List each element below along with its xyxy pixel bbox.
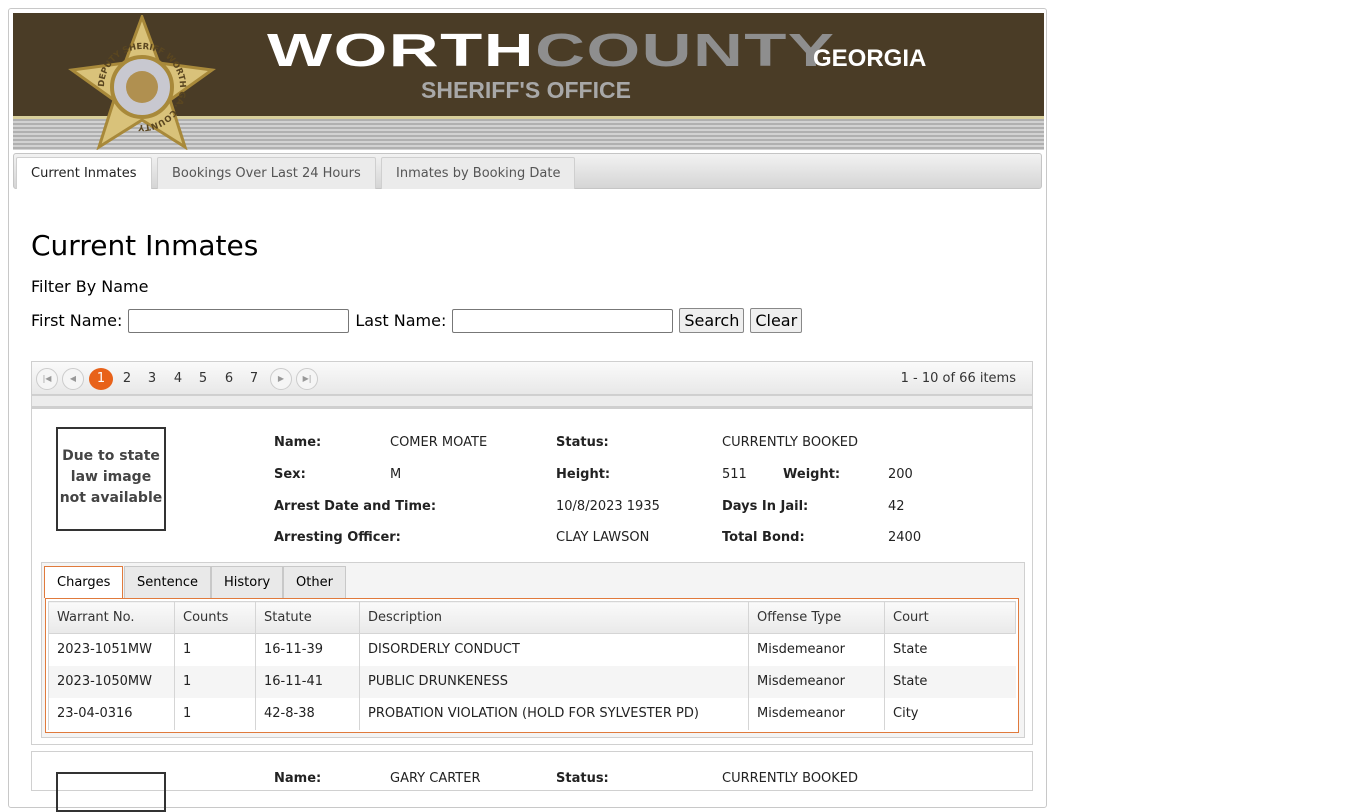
tab-charges[interactable]: Charges [44,566,124,598]
weight-label: Weight: [783,467,841,482]
clear-button[interactable]: Clear [750,308,803,333]
table-row: 23-04-0316 1 42-8-38 PROBATION VIOLATION… [48,697,1016,730]
filter-label: Filter By Name [31,277,149,296]
cell-description: PROBATION VIOLATION (HOLD FOR SYLVESTER … [359,697,749,730]
cell-counts: 1 [174,697,256,730]
status-value: CURRENTLY BOOKED [722,771,859,786]
page-6[interactable]: 6 [224,371,234,386]
cell-counts: 1 [174,665,256,698]
cell-statute: 42-8-38 [255,697,360,730]
cell-offense-type: Misdemeanor [748,665,885,698]
photo-placeholder [56,772,166,812]
cell-description: DISORDERLY CONDUCT [359,633,749,666]
tab-sentence[interactable]: Sentence [124,566,211,598]
page-7[interactable]: 7 [249,371,259,386]
col-warrant[interactable]: Warrant No. [48,601,175,634]
cell-warrant: 23-04-0316 [48,697,175,730]
cell-court: State [884,633,1016,666]
col-offense-type[interactable]: Offense Type [748,601,885,634]
inmate-record: Due to state law image not available Nam… [31,409,1033,745]
table-row: 2023-1050MW 1 16-11-41 PUBLIC DRUNKENESS… [48,665,1016,698]
col-counts[interactable]: Counts [174,601,256,634]
status-label: Status: [556,435,609,450]
pager: |◀ ◀ 1 2 3 4 5 6 7 ▶ ▶| 1 - 10 of 66 ite… [31,361,1033,395]
col-description[interactable]: Description [359,601,749,634]
logo-subtitle: SHERIFF'S OFFICE [421,77,631,103]
page-1[interactable]: 1 [89,368,113,390]
sex-value: M [390,467,402,482]
arrest-value: 10/8/2023 1935 [556,499,660,514]
charges-panel: Warrant No. Counts Statute Description O… [45,598,1019,733]
filter-form: First Name: Last Name: Search Clear [31,308,803,333]
page-2[interactable]: 2 [122,371,132,386]
tab-inmates-by-booking-date[interactable]: Inmates by Booking Date [381,157,576,189]
sex-label: Sex: [274,467,306,482]
tab-current-inmates[interactable]: Current Inmates [16,157,152,189]
cell-court: State [884,665,1016,698]
cell-warrant: 2023-1051MW [48,633,175,666]
name-label: Name: [274,771,322,786]
charges-table: Warrant No. Counts Statute Description O… [48,601,1016,730]
sheriff-badge-logo: DEPUTY SHERIFF WORTH GA. COUNTY [68,15,216,150]
prev-page-icon[interactable]: ◀ [62,368,84,390]
table-row: 2023-1051MW 1 16-11-39 DISORDERLY CONDUC… [48,633,1016,666]
height-value: 511 [722,467,747,482]
cell-offense-type: Misdemeanor [748,697,885,730]
first-name-label: First Name: [31,311,123,330]
table-header-row: Warrant No. Counts Statute Description O… [48,601,1016,634]
cell-warrant: 2023-1050MW [48,665,175,698]
last-name-input[interactable] [452,308,674,333]
cell-offense-type: Misdemeanor [748,633,885,666]
logo-title: WORTHCOUNTY [267,23,835,77]
search-button[interactable]: Search [679,308,745,333]
arrest-label: Arrest Date and Time: [274,499,437,514]
main-tabs: Current Inmates Bookings Over Last 24 Ho… [13,153,1042,189]
page-container: DEPUTY SHERIFF WORTH GA. COUNTY WORTHCOU… [8,8,1047,812]
officer-value: CLAY LAWSON [556,530,650,545]
days-label: Days In Jail: [722,499,809,514]
tab-other[interactable]: Other [283,566,346,598]
photo-placeholder: Due to state law image not available [56,427,166,531]
bond-value: 2400 [888,530,922,545]
col-statute[interactable]: Statute [255,601,360,634]
height-label: Height: [556,467,611,482]
inmate-record: Name: GARY CARTER Status: CURRENTLY BOOK… [31,751,1033,812]
list-header [31,395,1033,409]
cell-counts: 1 [174,633,256,666]
officer-label: Arresting Officer: [274,530,401,545]
header-banner: DEPUTY SHERIFF WORTH GA. COUNTY WORTHCOU… [13,13,1044,150]
name-label: Name: [274,435,322,450]
logo-state: GEORGIA [813,45,927,72]
first-name-input[interactable] [128,308,350,333]
page-4[interactable]: 4 [173,371,183,386]
cell-court: City [884,697,1016,730]
cell-statute: 16-11-41 [255,665,360,698]
page-title: Current Inmates [31,229,259,262]
name-value: COMER MOATE [390,435,488,450]
cell-statute: 16-11-39 [255,633,360,666]
cell-description: PUBLIC DRUNKENESS [359,665,749,698]
tab-bookings-24-hours[interactable]: Bookings Over Last 24 Hours [157,157,376,189]
last-page-icon[interactable]: ▶| [296,368,318,390]
page-3[interactable]: 3 [147,371,157,386]
detail-tabs: Charges Sentence History Other Warrant N… [41,562,1025,738]
logo-word-worth: WORTH [267,24,536,76]
bond-label: Total Bond: [722,530,805,545]
status-label: Status: [556,771,609,786]
tab-history[interactable]: History [211,566,284,598]
name-value: GARY CARTER [390,771,481,786]
col-court[interactable]: Court [884,601,1016,634]
first-page-icon[interactable]: |◀ [36,368,58,390]
logo-word-county: COUNTY [535,24,836,76]
days-value: 42 [888,499,905,514]
weight-value: 200 [888,467,913,482]
next-page-icon[interactable]: ▶ [270,368,292,390]
page-5[interactable]: 5 [198,371,208,386]
last-name-label: Last Name: [355,311,447,330]
status-value: CURRENTLY BOOKED [722,435,859,450]
pager-info: 1 - 10 of 66 items [900,371,1016,386]
